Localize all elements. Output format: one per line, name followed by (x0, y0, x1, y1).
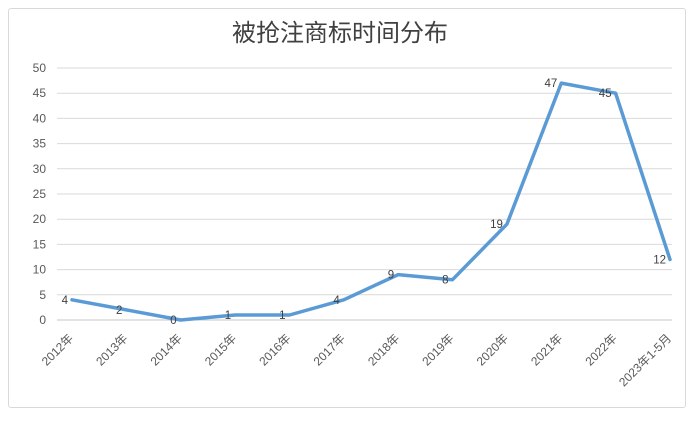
data-label: 47 (545, 78, 558, 90)
data-label: 2 (116, 305, 122, 317)
x-axis-tick-label: 2020年 (474, 331, 511, 368)
y-axis-tick-label: 5 (39, 288, 46, 302)
data-label: 19 (490, 219, 503, 231)
y-axis-tick-label: 50 (33, 61, 47, 75)
y-axis-tick-label: 10 (33, 263, 47, 277)
series-layer (70, 81, 672, 322)
y-axis-tick-label: 30 (33, 162, 47, 176)
x-axis-tick-label: 2022年 (582, 331, 619, 368)
data-label: 12 (653, 255, 666, 267)
x-axis-tick-label: 2019年 (419, 331, 456, 368)
x-axis-tick-label: 2015年 (202, 331, 239, 368)
chart-title: 被抢注商标时间分布 (232, 19, 448, 47)
y-axis-tick-label: 15 (33, 237, 47, 251)
x-axis-tick-label: 2016年 (256, 331, 293, 368)
data-label: 9 (388, 270, 394, 282)
series-line (70, 81, 672, 322)
y-axis-tick-label: 40 (33, 111, 47, 125)
x-axis-tick-label: 2021年 (528, 331, 565, 368)
y-axis-tick-label: 35 (33, 137, 47, 151)
data-label: 1 (279, 310, 285, 322)
data-label: 4 (62, 295, 69, 307)
data-label: 8 (442, 275, 448, 287)
x-axis-tick-label: 2014年 (148, 331, 185, 368)
data-label: 1 (225, 310, 231, 322)
chart-frame (8, 8, 686, 408)
x-axis-tick-label: 2013年 (93, 331, 130, 368)
y-axis-tick-label: 45 (33, 86, 47, 100)
y-axis-tick-label: 0 (39, 313, 46, 327)
data-labels-layer: 4 2 0 1 1 4 9 8 19 47 45 12 (62, 78, 666, 327)
x-axis-tick-label: 2012年 (39, 331, 76, 368)
x-axis-tick-label: 2018年 (365, 331, 402, 368)
data-label: 45 (599, 88, 612, 100)
y-axis-tick-label: 20 (33, 212, 47, 226)
gridlines-layer (57, 67, 672, 321)
data-label: 4 (333, 295, 340, 307)
x-axis-tick-label: 2017年 (311, 331, 348, 368)
y-axis-tick-label: 25 (33, 187, 47, 201)
x-axis-tick-label: 2023年1-5月 (616, 331, 674, 389)
data-label: 0 (170, 315, 176, 327)
